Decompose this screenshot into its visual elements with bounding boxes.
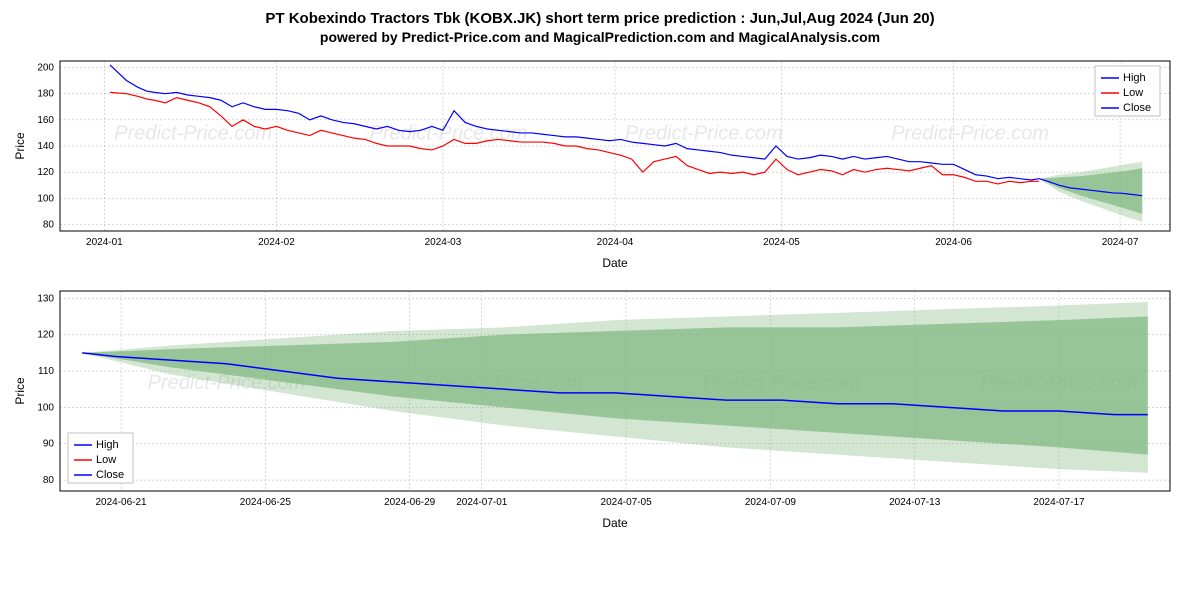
svg-text:Close: Close <box>1123 102 1151 114</box>
chart-2: 80 90 100 110 120 130 2024-06-21 2024-06-25 2024… <box>10 283 1190 563</box>
svg-text:2024-03: 2024-03 <box>425 237 462 248</box>
svg-text:110: 110 <box>38 366 54 377</box>
chart-subtitle: powered by Predict-Price.com and Magical… <box>10 29 1190 45</box>
chart-1: 80 100 120 140 160 180 200 2024-01 2024-02 2024-0… <box>10 53 1190 283</box>
svg-text:2024-07-17: 2024-07-17 <box>1033 497 1085 508</box>
svg-text:2024-02: 2024-02 <box>258 237 295 248</box>
svg-text:2024-06-21: 2024-06-21 <box>95 497 147 508</box>
svg-text:2024-06-29: 2024-06-29 <box>384 497 436 508</box>
svg-text:2024-01: 2024-01 <box>86 237 123 248</box>
svg-text:120: 120 <box>37 330 54 341</box>
svg-text:Price: Price <box>13 377 27 405</box>
svg-text:90: 90 <box>43 439 55 450</box>
svg-text:2024-05: 2024-05 <box>763 237 800 248</box>
svg-text:2024-07-13: 2024-07-13 <box>889 497 941 508</box>
svg-text:Close: Close <box>96 469 124 481</box>
svg-text:200: 200 <box>37 63 54 74</box>
svg-text:Date: Date <box>602 256 628 270</box>
svg-text:Predict-Price.com: Predict-Price.com <box>625 122 783 144</box>
svg-text:160: 160 <box>37 115 54 126</box>
svg-text:Predict-Price.com: Predict-Price.com <box>891 122 1049 144</box>
svg-text:100: 100 <box>37 193 54 204</box>
svg-text:High: High <box>96 439 119 451</box>
svg-text:Predict-Price.com: Predict-Price.com <box>114 122 272 144</box>
svg-text:2024-07-09: 2024-07-09 <box>745 497 797 508</box>
svg-text:Low: Low <box>1123 87 1143 99</box>
svg-text:2024-06: 2024-06 <box>935 237 972 248</box>
svg-text:130: 130 <box>37 293 54 304</box>
svg-text:100: 100 <box>37 402 54 413</box>
svg-text:2024-06-25: 2024-06-25 <box>240 497 292 508</box>
chart-title: PT Kobexindo Tractors Tbk (KOBX.JK) shor… <box>10 10 1190 27</box>
svg-text:80: 80 <box>43 475 55 486</box>
svg-text:2024-07-01: 2024-07-01 <box>456 497 508 508</box>
svg-text:Date: Date <box>602 516 628 530</box>
svg-text:High: High <box>1123 72 1146 84</box>
svg-text:Low: Low <box>96 454 116 466</box>
svg-text:Price: Price <box>13 132 27 160</box>
svg-text:2024-04: 2024-04 <box>597 237 634 248</box>
svg-text:140: 140 <box>37 141 54 152</box>
svg-text:2024-07: 2024-07 <box>1102 237 1139 248</box>
svg-text:2024-07-05: 2024-07-05 <box>601 497 653 508</box>
svg-text:80: 80 <box>43 219 55 230</box>
svg-text:Predict-Price.com: Predict-Price.com <box>370 122 528 144</box>
svg-text:120: 120 <box>37 167 54 178</box>
svg-text:180: 180 <box>37 89 54 100</box>
